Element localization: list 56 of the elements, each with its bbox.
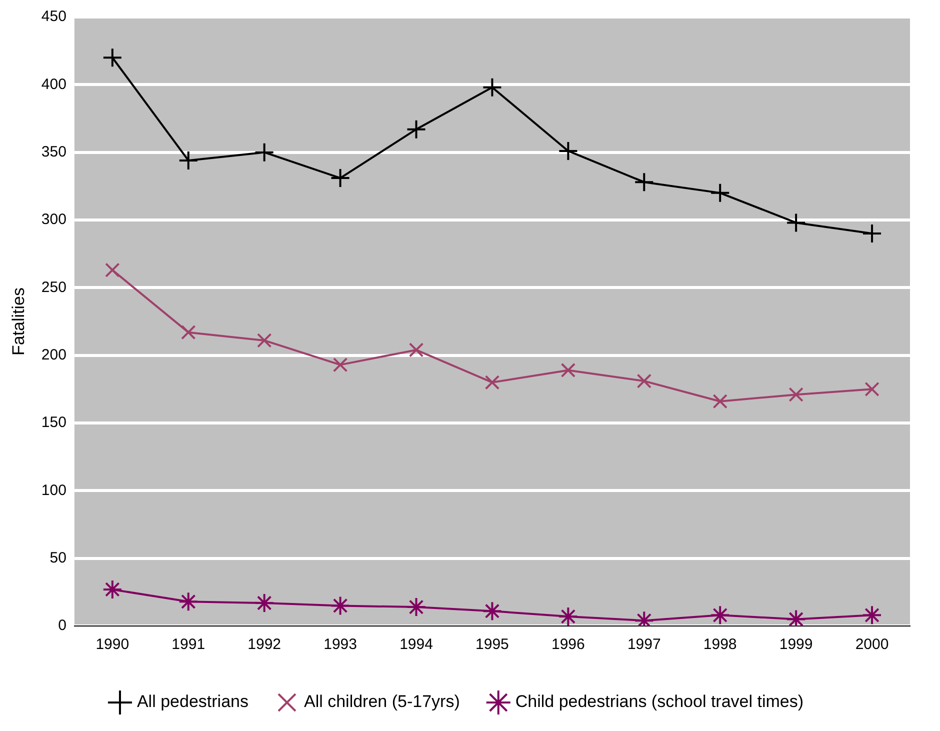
x-tick-label: 1995 xyxy=(476,636,509,654)
point xyxy=(786,212,806,233)
y-tick-label: 350 xyxy=(41,143,66,160)
point xyxy=(406,119,426,140)
point xyxy=(862,224,882,244)
y-tick-label: 300 xyxy=(41,211,66,228)
point xyxy=(558,140,578,161)
point xyxy=(862,605,882,626)
point xyxy=(102,579,122,600)
point xyxy=(102,48,122,68)
x-tick-label: 1992 xyxy=(248,636,282,654)
x-tick-label: 1993 xyxy=(324,636,357,654)
y-axis-title: Fatalities xyxy=(8,287,28,356)
x-tick-label: 1999 xyxy=(779,636,813,654)
point xyxy=(710,182,730,203)
x-tick-label: 1996 xyxy=(551,636,585,654)
y-tick-label: 0 xyxy=(58,617,66,634)
point xyxy=(484,375,500,390)
x-tick-label: 2000 xyxy=(855,636,889,654)
legend-label: Child pedestrians (school travel times) xyxy=(515,692,804,712)
point xyxy=(408,342,424,358)
point xyxy=(254,142,274,162)
point xyxy=(864,382,880,397)
x-tick-label: 1990 xyxy=(96,636,130,654)
point xyxy=(330,168,350,188)
point xyxy=(178,592,198,612)
legend-label: All pedestrians xyxy=(136,692,248,712)
y-tick-label: 100 xyxy=(41,482,66,499)
point xyxy=(558,606,578,626)
point xyxy=(105,262,120,278)
point xyxy=(256,333,272,348)
point xyxy=(178,150,198,170)
point xyxy=(788,387,804,402)
y-tick-label: 250 xyxy=(41,278,66,296)
y-tick-label: 400 xyxy=(41,76,66,93)
point xyxy=(710,605,730,626)
x-tick-label: 1998 xyxy=(703,636,737,654)
point xyxy=(636,374,652,388)
point xyxy=(406,597,426,618)
y-tick-label: 150 xyxy=(41,414,66,432)
y-tick-label: 200 xyxy=(41,346,66,364)
y-tick-label: 450 xyxy=(41,8,66,26)
point xyxy=(712,394,728,409)
point xyxy=(482,601,502,622)
y-tick-label: 50 xyxy=(50,549,66,566)
x-tick-label: 1994 xyxy=(400,636,433,654)
point xyxy=(560,362,576,378)
x-tick-label: 1991 xyxy=(172,636,206,654)
x-tick-label: 1997 xyxy=(627,636,661,654)
point xyxy=(634,172,654,192)
legend-label: All children (5-17yrs) xyxy=(304,692,460,712)
point xyxy=(254,592,274,613)
point xyxy=(330,596,350,616)
point xyxy=(482,77,502,98)
point xyxy=(181,324,196,340)
point xyxy=(332,357,348,372)
